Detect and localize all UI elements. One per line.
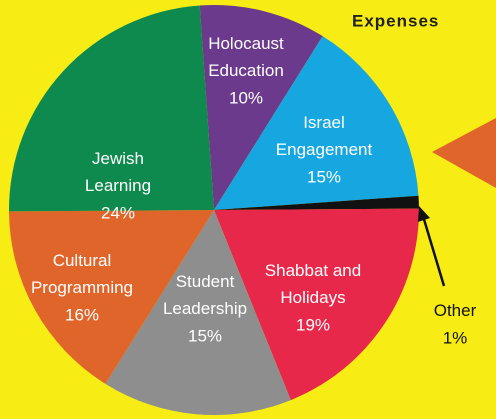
slice-label: Holocaust Education [208, 34, 284, 80]
slice-label: Student Leadership [163, 272, 247, 318]
pointer-arrow [421, 215, 446, 287]
chart-title: Expenses [352, 11, 439, 30]
pie-slice [214, 195, 419, 210]
slice-label: Cultural Programming [31, 251, 133, 297]
slice-label: Other [434, 301, 477, 320]
pie-slice [214, 208, 419, 401]
pie-slice [105, 210, 291, 415]
slice-value-label: 1% [443, 328, 468, 347]
slice-value-label: 10% [229, 88, 263, 107]
pie-slice [9, 210, 215, 384]
slice-label: Jewish Learning [85, 149, 151, 195]
slice-label: Israel Engagement [276, 113, 373, 159]
slice-value-label: 19% [296, 315, 330, 334]
slice-value-label: 16% [65, 305, 99, 324]
pie: Holocaust Education 10% Israel Engagement 15%… [9, 4, 477, 415]
decoration-triangle [432, 118, 496, 188]
slice-value-label: 15% [307, 167, 341, 186]
pie-slice [9, 5, 214, 212]
pie-slice [214, 36, 419, 210]
slice-value-label: 15% [188, 326, 222, 345]
slice-label: Shabbat and Holidays [265, 261, 361, 307]
arrow-head [418, 206, 430, 222]
slice-value-label: 24% [101, 203, 135, 222]
pie-slice [199, 4, 323, 210]
